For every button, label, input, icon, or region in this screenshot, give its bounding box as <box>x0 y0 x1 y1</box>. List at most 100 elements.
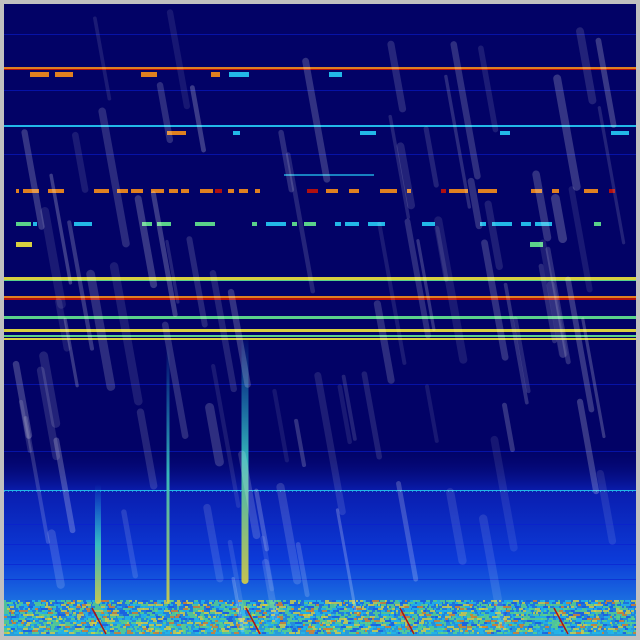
noise-cell <box>214 606 220 608</box>
noise-cell <box>558 604 564 606</box>
noise-cell <box>390 614 395 616</box>
rain-streak <box>597 106 626 245</box>
noise-cell <box>284 632 286 634</box>
noise-cell <box>511 604 514 606</box>
noise-cell <box>242 616 248 618</box>
noise-cell <box>569 612 576 614</box>
noise-cell <box>597 610 602 612</box>
noise-cell <box>10 608 13 610</box>
noise-cell <box>543 600 545 602</box>
noise-cell <box>479 606 482 608</box>
noise-cell <box>605 604 609 606</box>
noise-cell <box>621 602 623 604</box>
noise-cell <box>194 620 199 622</box>
noise-cell <box>489 614 495 616</box>
noise-cell <box>528 616 530 618</box>
noise-cell <box>417 612 424 614</box>
noise-cell <box>18 620 24 622</box>
noise-cell <box>414 614 417 616</box>
noise-cell <box>133 616 135 618</box>
noise-cell <box>614 612 619 614</box>
noise-cell <box>18 624 23 626</box>
noise-cell <box>86 608 90 610</box>
noise-cell <box>381 632 385 634</box>
noise-cell <box>565 614 567 616</box>
noise-cell <box>301 632 305 634</box>
noise-cell <box>631 622 636 624</box>
cyan-segment <box>292 222 297 226</box>
dotted-line-cell <box>608 490 609 492</box>
noise-cell <box>479 622 484 624</box>
noise-cell <box>24 606 28 608</box>
noise-cell <box>330 626 334 628</box>
noise-cell <box>41 632 47 634</box>
rain-streak <box>136 408 158 490</box>
rain-streak <box>260 535 275 592</box>
noise-cell <box>58 630 64 632</box>
noise-cell <box>189 628 191 630</box>
noise-cell <box>66 614 69 616</box>
noise-cell <box>280 622 286 624</box>
noise-cell <box>262 632 267 634</box>
noise-cell <box>481 604 486 606</box>
noise-cell <box>98 628 103 630</box>
noise-cell <box>220 618 226 620</box>
noise-cell <box>449 606 452 608</box>
noise-cell <box>604 612 607 614</box>
noise-cell <box>159 630 165 632</box>
noise-cell <box>471 610 474 612</box>
dotted-line-cell <box>52 490 53 492</box>
noise-cell <box>392 610 394 612</box>
noise-cell <box>236 616 243 618</box>
noise-cell <box>415 618 418 620</box>
noise-cell <box>158 614 165 616</box>
noise-cell <box>105 618 109 620</box>
noise-cell <box>406 612 413 614</box>
dotted-line-cell <box>380 490 381 492</box>
noise-cell <box>225 602 227 604</box>
noise-cell <box>187 632 191 634</box>
noise-cell <box>635 604 636 606</box>
noise-cell <box>4 610 10 612</box>
noise-cell <box>543 614 547 616</box>
noise-cell <box>234 628 237 630</box>
noise-cell <box>411 604 417 606</box>
rain-streak <box>396 481 419 582</box>
noise-cell <box>429 626 434 628</box>
noise-cell <box>374 604 377 606</box>
noise-cell <box>46 628 50 630</box>
noise-cell <box>314 608 318 610</box>
noise-cell <box>404 606 411 608</box>
noise-cell <box>545 626 549 628</box>
rain-streak <box>377 221 407 365</box>
noise-cell <box>336 614 341 616</box>
noise-cell <box>461 616 463 618</box>
noise-cell <box>287 618 292 620</box>
dotted-line-cell <box>580 490 581 492</box>
noise-cell <box>11 630 13 632</box>
dotted-line-cell <box>624 490 625 492</box>
rain-streak <box>481 239 509 361</box>
noise-cell <box>121 632 125 634</box>
noise-cell <box>97 630 99 632</box>
noise-cell <box>168 630 171 632</box>
noise-cell <box>209 600 214 602</box>
noise-cell <box>361 616 365 618</box>
dotted-line-cell <box>196 490 197 492</box>
noise-cell <box>330 630 335 632</box>
dotted-line-cell <box>180 490 181 492</box>
noise-cell <box>304 604 310 606</box>
noise-cell <box>415 632 417 634</box>
noise-cell <box>272 618 274 620</box>
noise-cell <box>155 628 161 630</box>
noise-cell <box>116 626 120 628</box>
noise-cell <box>615 622 617 624</box>
rain-streak <box>254 488 270 552</box>
rain-streak <box>484 200 503 270</box>
noise-cell <box>337 606 344 608</box>
cyan-segment <box>16 222 31 226</box>
noise-cell <box>391 606 395 608</box>
noise-cell <box>455 630 459 632</box>
dotted-line-cell <box>360 490 361 492</box>
dotted-line-cell <box>16 490 17 492</box>
